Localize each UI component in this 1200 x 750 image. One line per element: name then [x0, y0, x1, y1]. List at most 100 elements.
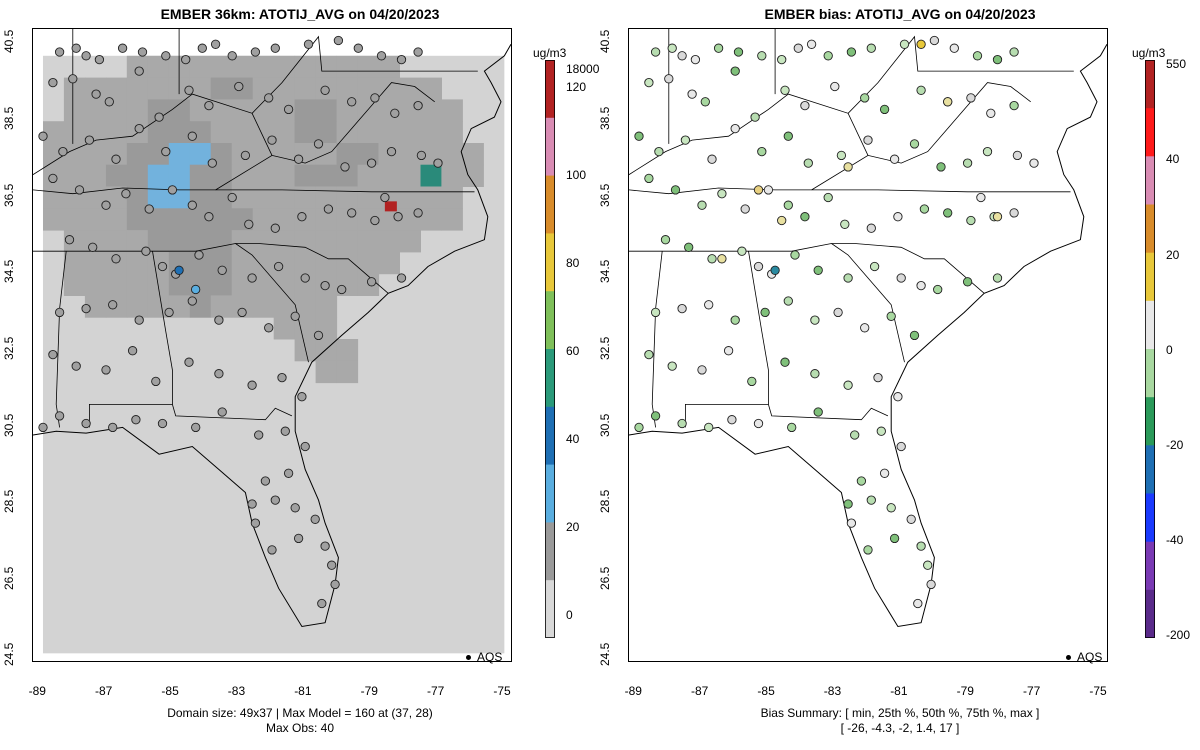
model-grid-cell — [315, 164, 338, 187]
model-grid-cell — [63, 143, 86, 166]
station-marker — [74, 185, 85, 195]
model-grid-cell — [357, 208, 380, 231]
state-border — [651, 251, 663, 428]
state-border — [235, 243, 309, 363]
state-border — [33, 93, 273, 175]
model-grid-cell — [126, 230, 149, 253]
model-grid-cell — [294, 99, 317, 122]
station-marker — [217, 265, 227, 275]
bias-station-marker-highlight — [843, 162, 853, 172]
bias-station-marker — [730, 66, 740, 76]
model-grid-cell — [84, 77, 107, 100]
bias-station-marker — [1012, 150, 1023, 161]
station-marker — [191, 422, 201, 433]
model-grid-cell — [378, 77, 400, 100]
station-marker — [396, 54, 407, 65]
model-grid-cell — [315, 121, 338, 144]
model-grid-cell — [147, 273, 170, 296]
bias-station-marker — [833, 307, 843, 318]
station-marker — [317, 598, 327, 609]
model-grid-cell — [189, 143, 212, 166]
bias-map — [628, 28, 1108, 662]
model-grid-cell — [315, 251, 338, 275]
model-grid-cell — [357, 230, 380, 253]
colorbar-tick-label: 20 — [1166, 248, 1180, 262]
station-marker — [323, 204, 334, 214]
bias-station-marker — [750, 112, 760, 122]
model-grid-cell — [462, 143, 484, 166]
station-marker — [283, 104, 294, 115]
bias-station-marker — [879, 104, 890, 115]
station-marker — [141, 246, 151, 256]
station-marker — [108, 422, 118, 433]
y-tick-label: 28.5 — [598, 489, 612, 514]
station-marker — [227, 51, 237, 61]
bias-station-marker-highlight — [992, 212, 1003, 222]
model-grid-cell — [126, 208, 149, 231]
station-marker — [237, 307, 247, 318]
station-marker — [184, 357, 194, 367]
station-marker — [333, 35, 344, 46]
model-grid-cell — [420, 77, 442, 100]
bias-station-marker — [873, 372, 883, 383]
station-marker — [181, 54, 191, 65]
bias-panel-title: EMBER bias: ATOTIJ_AVG on 04/20/2023 — [764, 6, 1036, 22]
colorbar-tick-label: 120 — [566, 80, 587, 94]
model-grid-cell — [252, 99, 275, 122]
station-marker — [280, 426, 290, 436]
model-grid-cell — [231, 230, 254, 253]
station-marker — [157, 418, 168, 429]
station-marker — [247, 499, 257, 509]
x-tick-label: -79 — [956, 684, 974, 698]
station-marker — [127, 346, 138, 356]
bias-station-marker — [843, 273, 853, 283]
bias-station-marker — [982, 146, 993, 157]
model-legend: AQS — [466, 650, 502, 664]
station-marker — [267, 545, 277, 555]
colorbar-segment — [1145, 252, 1155, 302]
bias-station-marker — [667, 361, 677, 371]
x-tick-label: -77 — [1022, 684, 1041, 698]
station-marker — [194, 250, 204, 260]
model-grid-cell — [84, 251, 107, 275]
x-tick-label: -87 — [691, 684, 709, 698]
model-grid-cell — [147, 251, 170, 275]
model-grid-cell — [147, 164, 170, 187]
model-grid-cell — [273, 208, 296, 231]
state-border — [685, 251, 769, 428]
bias-station-marker — [1009, 208, 1019, 218]
bias-station-marker — [650, 411, 661, 421]
station-marker — [48, 173, 58, 184]
model-grid-cell — [357, 99, 380, 122]
station-marker — [187, 131, 197, 141]
x-tick-label: -77 — [426, 684, 445, 698]
station-marker — [207, 158, 217, 168]
bias-station-marker — [793, 43, 803, 53]
model-grid-cell — [231, 295, 254, 318]
model-grid-cell — [105, 164, 128, 187]
bias-colorbar — [1145, 60, 1155, 638]
model-grid-cell — [273, 230, 296, 253]
bias-footer-line1: Bias Summary: [ min, 25th %, 50th %, 75t… — [760, 706, 1040, 720]
model-grid-cell — [231, 251, 254, 275]
colorbar-segment — [1145, 541, 1155, 591]
model-grid-cell — [84, 99, 107, 122]
model-grid-cell — [210, 164, 233, 187]
bias-station-marker — [763, 185, 774, 195]
station-marker — [260, 476, 271, 486]
bias-station-marker-highlight — [916, 39, 926, 49]
y-tick-label: 26.5 — [2, 566, 16, 590]
model-grid-cell — [420, 208, 442, 231]
state-border — [629, 93, 869, 175]
station-marker — [370, 215, 380, 226]
colorbar-segment — [1145, 60, 1155, 109]
model-grid-cell — [420, 99, 442, 122]
model-grid-cell — [252, 295, 275, 318]
bias-station-marker — [634, 131, 644, 141]
model-grid-cell — [399, 143, 421, 166]
y-tick-label: 24.5 — [2, 642, 16, 667]
station-marker — [204, 100, 214, 111]
station-marker — [38, 422, 48, 433]
station-marker — [164, 307, 174, 318]
bias-station-marker — [664, 74, 674, 84]
